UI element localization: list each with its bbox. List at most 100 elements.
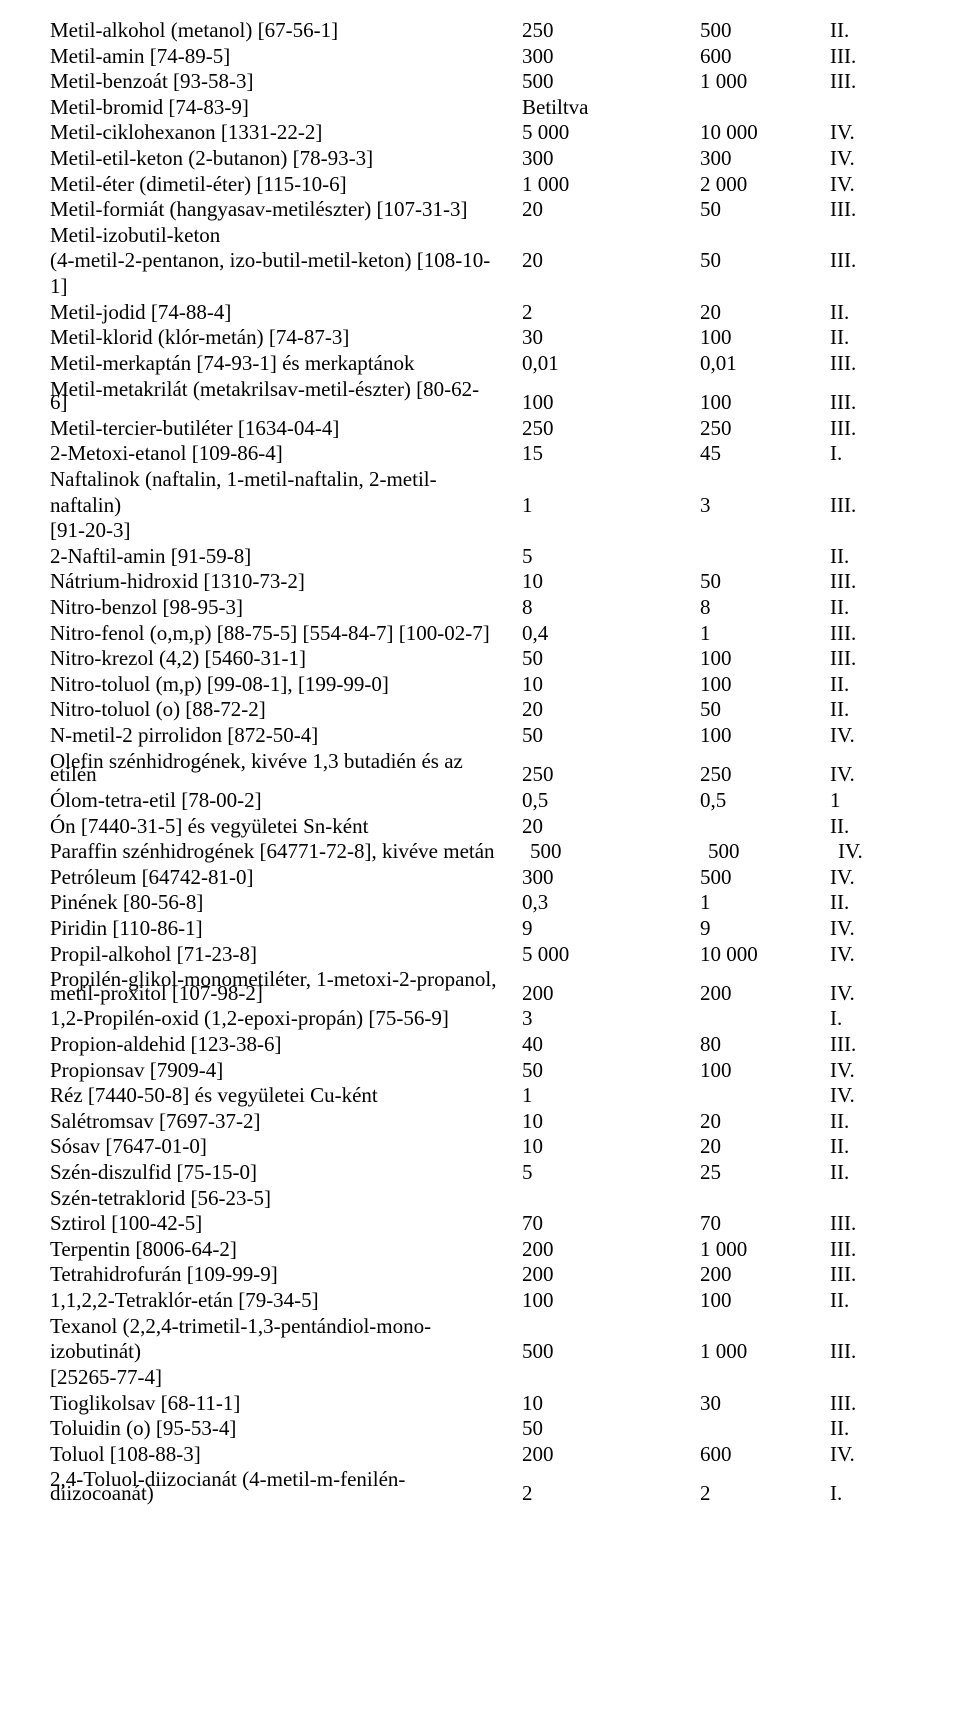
substance-name: 1,1,2,2-Tetraklór-etán [79-34-5] [50, 1288, 522, 1314]
value-1: 8 [522, 595, 700, 621]
table-row: Sósav [7647-01-0]1020II. [50, 1134, 910, 1160]
value-1: 10 [522, 1134, 700, 1160]
substance-name: Nitro-toluol (o) [88-72-2] [50, 697, 522, 723]
value-2: 300 [700, 146, 830, 172]
value-2: 100 [700, 1058, 830, 1084]
value-1: 250 [522, 18, 700, 44]
substance-name: Metil-jodid [74-88-4] [50, 300, 522, 326]
value-1: 50 [522, 723, 700, 749]
value-2: 9 [700, 916, 830, 942]
category: III. [830, 646, 890, 672]
table-row: Metil-klorid (klór-metán) [74-87-3]30100… [50, 325, 910, 351]
substance-name: metil-proxitol [107-98-2] [50, 981, 522, 1007]
value-2: 8 [700, 595, 830, 621]
value-1: 5 000 [522, 942, 700, 968]
table-row: Nitro-benzol [98-95-3]88II. [50, 595, 910, 621]
value-1: 500 [522, 69, 700, 95]
table-row: Metil-izobutil-keton [50, 223, 910, 249]
value-2: 100 [700, 325, 830, 351]
substance-name: Metil-etil-keton (2-butanon) [78-93-3] [50, 146, 522, 172]
value-2: 10 000 [700, 120, 830, 146]
category: IV. [830, 916, 890, 942]
category: I. [830, 1481, 890, 1507]
table-row: Metil-éter (dimetil-éter) [115-10-6]1 00… [50, 172, 910, 198]
substance-name: Nátrium-hidroxid [1310-73-2] [50, 569, 522, 595]
value-1: 0,5 [522, 788, 700, 814]
value-2: 10 000 [700, 942, 830, 968]
value-2: 3 [700, 493, 830, 519]
table-row: naftalin)13III. [50, 493, 910, 519]
substance-name: Nitro-krezol (4,2) [5460-31-1] [50, 646, 522, 672]
value-2: 500 [700, 18, 830, 44]
substance-name: 1,2-Propilén-oxid (1,2-epoxi-propán) [75… [50, 1006, 522, 1032]
substance-name: (4-metil-2-pentanon, izo-butil-metil-ket… [50, 248, 522, 274]
table-row: 1,1,2,2-Tetraklór-etán [79-34-5]100100II… [50, 1288, 910, 1314]
substance-name: diizocoanát) [50, 1481, 522, 1507]
value-2: 25 [700, 1160, 830, 1186]
table-row: 2-Metoxi-etanol [109-86-4]1545I. [50, 441, 910, 467]
category: I. [830, 1006, 890, 1032]
category: II. [830, 18, 890, 44]
table-row: Terpentin [8006-64-2]2001 000III. [50, 1237, 910, 1263]
value-2: 80 [700, 1032, 830, 1058]
substance-name: Ólom-tetra-etil [78-00-2] [50, 788, 522, 814]
category: III. [830, 44, 890, 70]
table-row: Nátrium-hidroxid [1310-73-2]1050III. [50, 569, 910, 595]
value-1: 10 [522, 569, 700, 595]
value-2: 50 [700, 569, 830, 595]
category: III. [830, 248, 890, 274]
value-2: 200 [700, 981, 830, 1007]
value-2: 20 [700, 1134, 830, 1160]
substance-name: Metil-bromid [74-83-9] [50, 95, 522, 121]
substance-name: Sósav [7647-01-0] [50, 1134, 522, 1160]
substance-name: 2-Naftil-amin [91-59-8] [50, 544, 522, 570]
value-1: 1 [522, 493, 700, 519]
value-2: 1 000 [700, 1237, 830, 1263]
table-row: [25265-77-4] [50, 1365, 910, 1391]
value-2: 30 [700, 1391, 830, 1417]
table-row: N-metil-2 pirrolidon [872-50-4]50100IV. [50, 723, 910, 749]
category: IV. [830, 1442, 890, 1468]
table-row: 1,2-Propilén-oxid (1,2-epoxi-propán) [75… [50, 1006, 910, 1032]
substance-name: Réz [7440-50-8] és vegyületei Cu-ként [50, 1083, 522, 1109]
substance-name: Tioglikolsav [68-11-1] [50, 1391, 522, 1417]
value-1: 200 [522, 1262, 700, 1288]
substance-name: Nitro-fenol (o,m,p) [88-75-5] [554-84-7]… [50, 621, 522, 647]
table-row: Metil-jodid [74-88-4]220II. [50, 300, 910, 326]
category: IV. [830, 981, 890, 1007]
value-1: 300 [522, 865, 700, 891]
substance-name: Metil-alkohol (metanol) [67-56-1] [50, 18, 522, 44]
value-2: 600 [700, 1442, 830, 1468]
substance-name: Metil-éter (dimetil-éter) [115-10-6] [50, 172, 522, 198]
category: IV. [830, 120, 890, 146]
category: III. [830, 197, 890, 223]
value-1: 500 [522, 839, 708, 865]
substance-name: Ón [7440-31-5] és vegyületei Sn-ként [50, 814, 522, 840]
value-2: 2 000 [700, 172, 830, 198]
table-row: metil-proxitol [107-98-2]200200IV. [50, 981, 910, 1007]
value-1: 300 [522, 44, 700, 70]
substance-name: Metil-amin [74-89-5] [50, 44, 522, 70]
category: II. [830, 1134, 890, 1160]
substance-name: Tetrahidrofurán [109-99-9] [50, 1262, 522, 1288]
category: III. [830, 1391, 890, 1417]
table-row: Nitro-krezol (4,2) [5460-31-1]50100III. [50, 646, 910, 672]
category: III. [830, 1211, 890, 1237]
substance-name: Texanol (2,2,4-trimetil-1,3-pentándiol-m… [50, 1314, 522, 1340]
value-2: 0,5 [700, 788, 830, 814]
table-row: Petróleum [64742-81-0]300500IV. [50, 865, 910, 891]
table-row: Texanol (2,2,4-trimetil-1,3-pentándiol-m… [50, 1314, 910, 1340]
substance-name: izobutinát) [50, 1339, 522, 1365]
substance-name: Metil-formiát (hangyasav-metilészter) [1… [50, 197, 522, 223]
value-2: 100 [700, 646, 830, 672]
category: II. [830, 697, 890, 723]
category: III. [830, 69, 890, 95]
value-1: 500 [522, 1339, 700, 1365]
category: II. [830, 890, 890, 916]
table-row: Metil-etil-keton (2-butanon) [78-93-3] 30… [50, 146, 910, 172]
category: II. [830, 1288, 890, 1314]
value-1: 100 [522, 390, 700, 416]
substance-name: Paraffin szénhidrogének [64771-72-8], ki… [50, 839, 522, 865]
substance-name: Metil-ciklohexanon [1331-22-2] [50, 120, 522, 146]
value-1: Betiltva [522, 95, 700, 121]
